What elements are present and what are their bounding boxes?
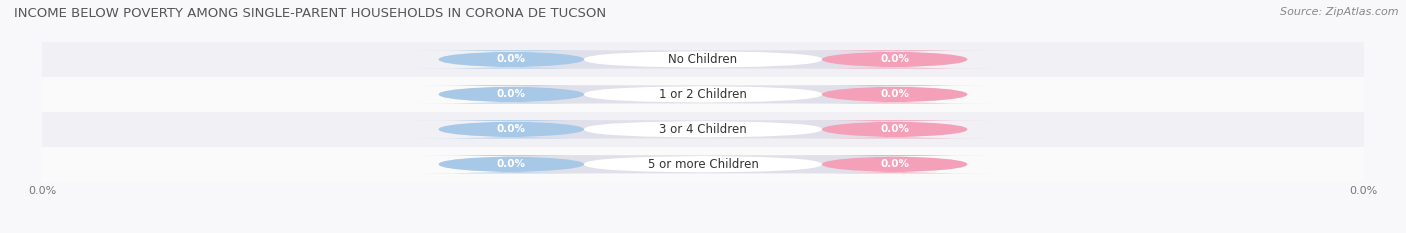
Text: 3 or 4 Children: 3 or 4 Children xyxy=(659,123,747,136)
Bar xyxy=(42,147,1364,182)
Text: 0.0%: 0.0% xyxy=(880,124,910,134)
FancyBboxPatch shape xyxy=(412,155,610,173)
Text: 0.0%: 0.0% xyxy=(496,89,526,99)
Text: Source: ZipAtlas.com: Source: ZipAtlas.com xyxy=(1281,7,1399,17)
Text: 0.0%: 0.0% xyxy=(880,159,910,169)
FancyBboxPatch shape xyxy=(583,156,823,173)
Bar xyxy=(42,112,1364,147)
FancyBboxPatch shape xyxy=(796,50,994,69)
FancyBboxPatch shape xyxy=(583,121,823,138)
FancyBboxPatch shape xyxy=(796,120,994,138)
FancyBboxPatch shape xyxy=(412,85,610,103)
Text: 0.0%: 0.0% xyxy=(880,89,910,99)
FancyBboxPatch shape xyxy=(796,85,994,103)
FancyBboxPatch shape xyxy=(796,155,994,173)
Text: 0.0%: 0.0% xyxy=(496,159,526,169)
FancyBboxPatch shape xyxy=(412,120,610,138)
FancyBboxPatch shape xyxy=(583,51,823,68)
Text: 5 or more Children: 5 or more Children xyxy=(648,158,758,171)
FancyBboxPatch shape xyxy=(439,50,967,69)
Text: No Children: No Children xyxy=(668,53,738,66)
FancyBboxPatch shape xyxy=(412,50,610,69)
FancyBboxPatch shape xyxy=(583,86,823,103)
Text: 0.0%: 0.0% xyxy=(496,55,526,64)
FancyBboxPatch shape xyxy=(439,155,967,173)
Text: 0.0%: 0.0% xyxy=(880,55,910,64)
FancyBboxPatch shape xyxy=(439,120,967,138)
Text: 1 or 2 Children: 1 or 2 Children xyxy=(659,88,747,101)
Text: 0.0%: 0.0% xyxy=(496,124,526,134)
Text: INCOME BELOW POVERTY AMONG SINGLE-PARENT HOUSEHOLDS IN CORONA DE TUCSON: INCOME BELOW POVERTY AMONG SINGLE-PARENT… xyxy=(14,7,606,20)
Bar xyxy=(42,77,1364,112)
FancyBboxPatch shape xyxy=(439,85,967,103)
Bar xyxy=(42,42,1364,77)
